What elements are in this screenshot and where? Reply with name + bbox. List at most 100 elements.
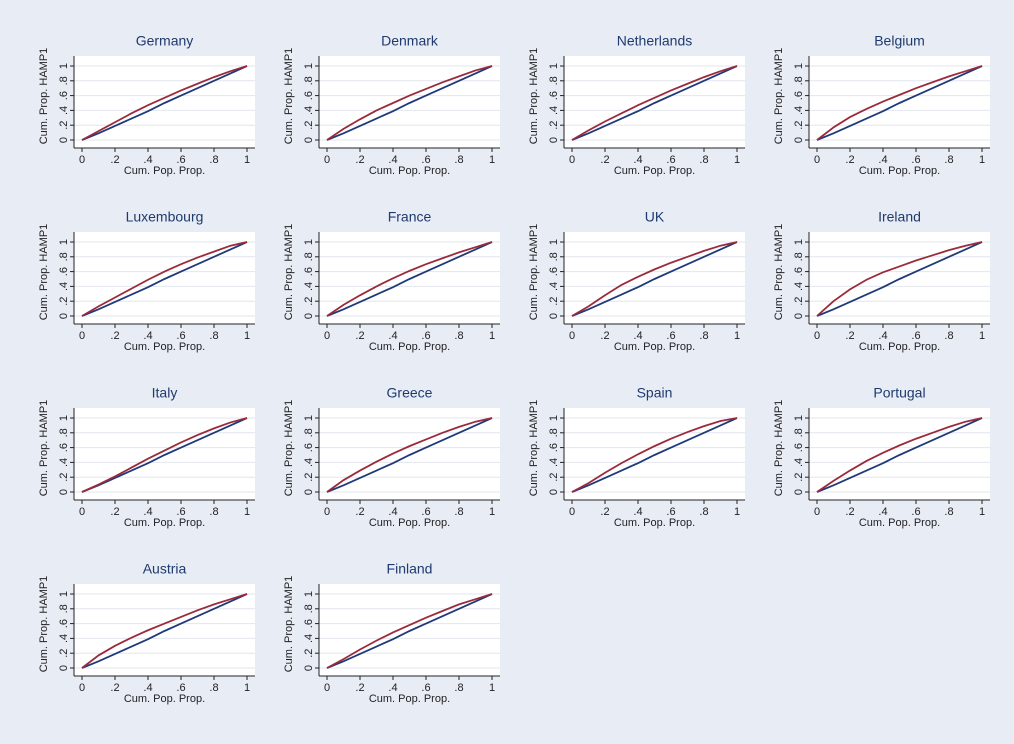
line-series — [81, 65, 248, 141]
x-tick-label: .2 — [355, 682, 364, 694]
y-tick-label: .2 — [548, 297, 560, 306]
x-tick-label: .4 — [633, 154, 642, 166]
y-tick-label: .2 — [793, 473, 805, 482]
line-series — [326, 593, 493, 669]
plot-area — [319, 232, 500, 324]
y-tick-label: .4 — [303, 282, 315, 291]
line-series — [81, 593, 248, 669]
x-tick-label: .8 — [454, 506, 463, 518]
plot-area — [809, 56, 990, 148]
y-tick-label: .8 — [303, 428, 315, 437]
y-tick-label: .4 — [58, 282, 70, 291]
x-tick-label: .8 — [699, 330, 708, 342]
x-tick-label: .4 — [878, 506, 887, 518]
plot-area — [74, 408, 255, 500]
x-tick-label: .6 — [421, 506, 430, 518]
y-tick-label: .2 — [58, 121, 70, 130]
x-tick-label: 0 — [324, 506, 330, 518]
x-tick-label: .6 — [911, 154, 920, 166]
x-tick-label: 1 — [244, 506, 250, 518]
x-tick-label: .8 — [209, 154, 218, 166]
x-tick-label: .2 — [845, 330, 854, 342]
y-tick-label: .2 — [58, 649, 70, 658]
y-tick-label: 1 — [303, 63, 315, 69]
y-tick-label: .6 — [303, 267, 315, 276]
line-series — [816, 417, 983, 493]
y-tick-label: .8 — [58, 604, 70, 613]
x-tick-label: .6 — [911, 330, 920, 342]
x-tick-label: .2 — [600, 506, 609, 518]
y-tick-label: 1 — [303, 415, 315, 421]
chart-title: Portugal — [873, 385, 925, 401]
x-tick-label: 1 — [244, 682, 250, 694]
line-series — [326, 593, 493, 669]
y-tick-label: .2 — [58, 297, 70, 306]
y-tick-label: .8 — [548, 76, 560, 85]
chart-title: UK — [645, 209, 665, 225]
x-tick-label: 1 — [489, 506, 495, 518]
y-tick-label: .2 — [303, 121, 315, 130]
y-tick-label: .8 — [58, 252, 70, 261]
x-tick-label: 1 — [489, 330, 495, 342]
chart-title: Netherlands — [617, 33, 693, 49]
y-axis-label: Cum. Prop. HAMP1 — [528, 48, 540, 145]
x-tick-label: 0 — [814, 154, 820, 166]
line-series — [571, 417, 738, 493]
y-tick-label: .2 — [303, 473, 315, 482]
x-tick-label: .8 — [209, 682, 218, 694]
x-tick-label: .4 — [388, 682, 397, 694]
y-tick-label: .4 — [793, 282, 805, 291]
y-tick-label: 1 — [548, 415, 560, 421]
y-tick-label: .8 — [793, 252, 805, 261]
x-tick-label: .8 — [454, 330, 463, 342]
chart-title: Belgium — [874, 33, 925, 49]
y-tick-label: 1 — [548, 239, 560, 245]
y-tick-label: .2 — [303, 297, 315, 306]
y-tick-label: .6 — [58, 619, 70, 628]
y-tick-label: .2 — [58, 473, 70, 482]
x-tick-label: 1 — [734, 506, 740, 518]
y-tick-label: 0 — [793, 489, 805, 495]
y-tick-label: 1 — [793, 63, 805, 69]
line-series — [816, 417, 983, 493]
plot-area — [319, 56, 500, 148]
x-axis-label: Cum. Pop. Prop. — [124, 341, 205, 353]
y-axis-label: Cum. Prop. HAMP1 — [528, 224, 540, 321]
x-axis-label: Cum. Pop. Prop. — [859, 517, 940, 529]
y-tick-label: 1 — [58, 415, 70, 421]
x-axis-label: Cum. Pop. Prop. — [124, 165, 205, 177]
y-tick-label: .6 — [303, 443, 315, 452]
x-tick-label: .4 — [878, 330, 887, 342]
x-tick-label: .6 — [666, 154, 675, 166]
y-tick-label: .6 — [548, 91, 560, 100]
y-tick-label: .4 — [58, 634, 70, 643]
y-tick-label: .4 — [793, 106, 805, 115]
chart-title: Austria — [143, 561, 187, 577]
y-tick-label: .2 — [793, 121, 805, 130]
line-series — [571, 65, 738, 141]
line-series — [816, 241, 983, 317]
x-tick-label: .4 — [388, 330, 397, 342]
y-tick-label: .6 — [58, 91, 70, 100]
x-tick-label: .6 — [666, 506, 675, 518]
x-tick-label: .2 — [600, 154, 609, 166]
x-tick-label: 0 — [79, 506, 85, 518]
line-series — [571, 241, 738, 317]
y-tick-label: 0 — [548, 313, 560, 319]
y-tick-label: 0 — [303, 489, 315, 495]
y-axis-label: Cum. Prop. HAMP1 — [283, 576, 295, 673]
y-tick-label: .4 — [303, 106, 315, 115]
plot-area — [74, 56, 255, 148]
y-tick-label: .4 — [793, 458, 805, 467]
y-tick-label: 1 — [58, 63, 70, 69]
x-tick-label: 0 — [324, 154, 330, 166]
y-tick-label: 0 — [303, 313, 315, 319]
line-series — [326, 241, 493, 317]
y-tick-label: .4 — [303, 634, 315, 643]
y-axis-label: Cum. Prop. HAMP1 — [528, 400, 540, 497]
line-series — [326, 241, 493, 317]
y-tick-label: .8 — [793, 76, 805, 85]
line-series — [81, 241, 248, 317]
x-tick-label: .4 — [143, 506, 152, 518]
x-tick-label: .8 — [454, 682, 463, 694]
